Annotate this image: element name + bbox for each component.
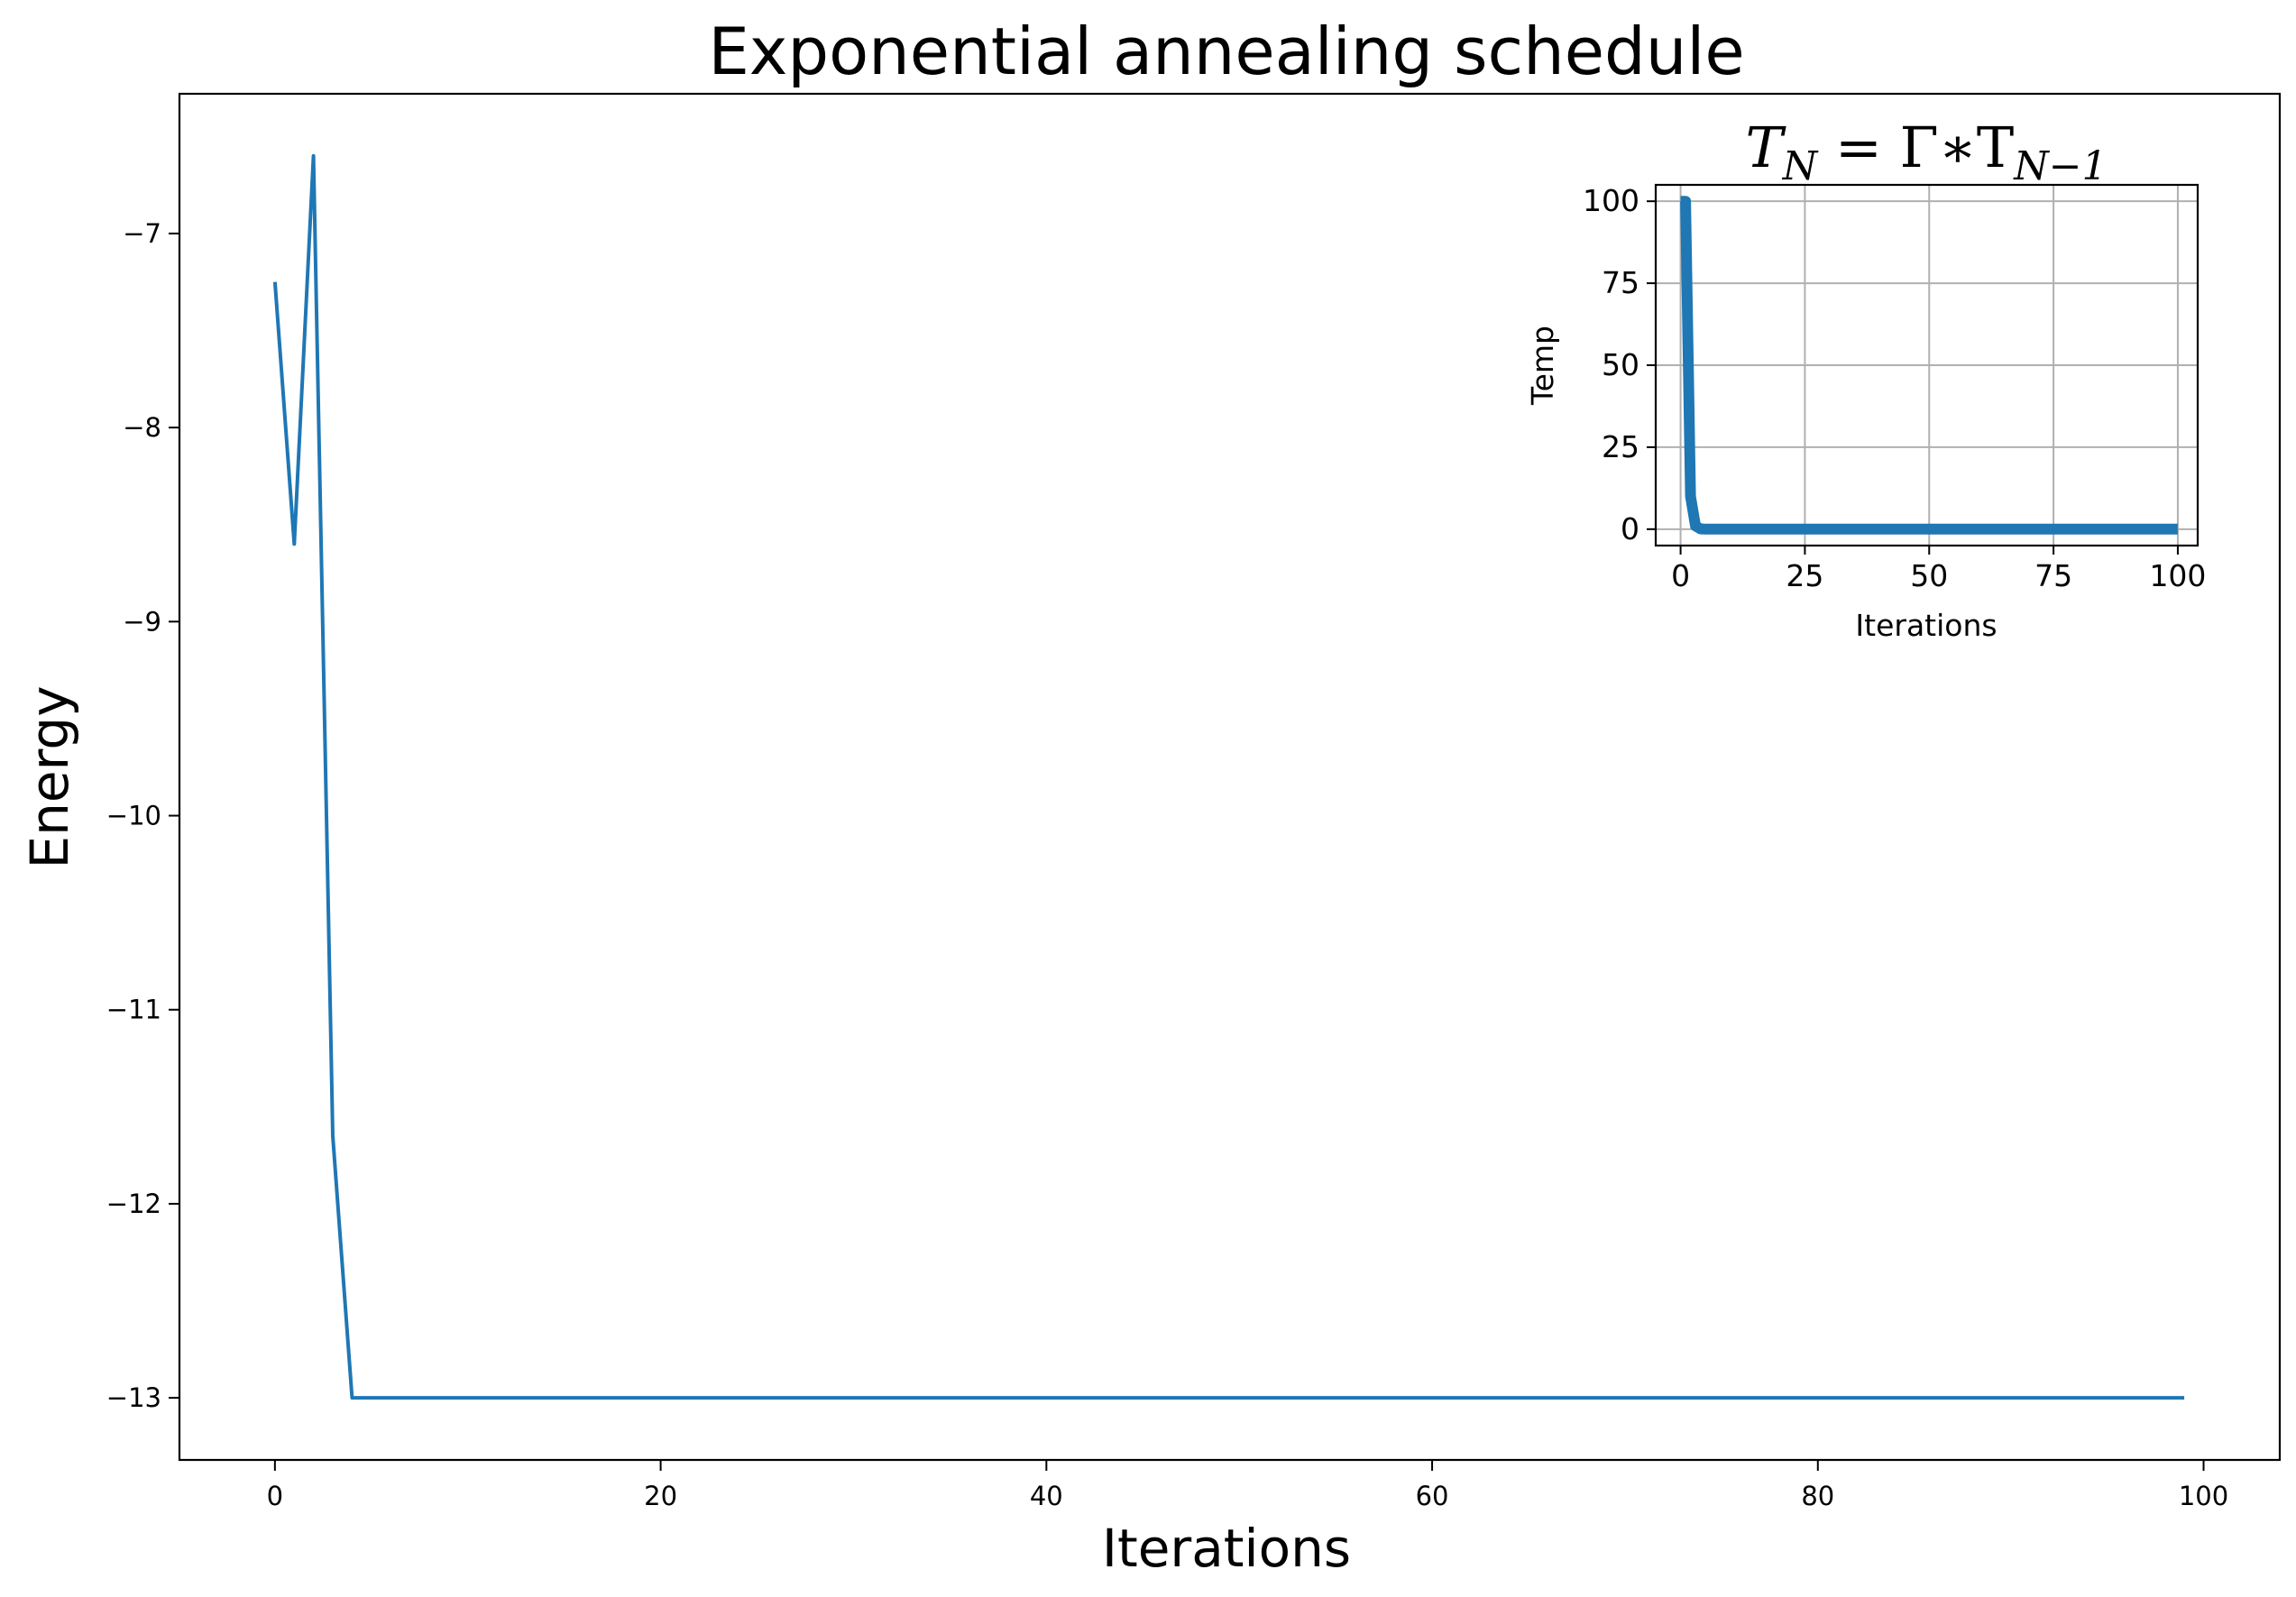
y-tick-label: −8 [123,412,161,443]
x-tick-label: 80 [1801,1481,1834,1511]
x-tick-label: 0 [267,1481,283,1511]
inset-y-tick-label: 50 [1602,347,1639,382]
y-axis-label: Energy [19,685,80,868]
energy-series-line [272,153,2185,1400]
x-tick-label: 100 [2179,1481,2228,1511]
inset-x-tick-label: 100 [2149,558,2206,593]
main-plot-area [272,153,2185,1400]
inset-plot-area [1680,196,2178,535]
inset-x-tick-label: 75 [2034,558,2072,593]
inset-x-tick-label: 0 [1671,558,1690,593]
y-tick-label: −9 [123,606,161,637]
inset-y-axis: 0 25 50 75 100 [1583,183,1656,546]
chart-title: Exponential annealing schedule [708,14,1744,89]
inset-y-tick-label: 75 [1602,265,1639,300]
inset-x-axis-label: Iterations [1855,608,1997,643]
inset-y-tick-label: 100 [1583,183,1639,218]
x-tick-label: 40 [1030,1481,1063,1511]
main-chart: Exponential annealing schedule 0 20 40 60 80… [19,14,2282,1579]
inset-x-tick-label: 50 [1910,558,1948,593]
y-tick-label: −7 [123,218,161,249]
y-tick-label: −13 [106,1382,161,1413]
inset-y-tick-label: 25 [1602,429,1639,464]
y-tick-label: −11 [106,995,161,1025]
main-axes-frame [178,92,2282,1462]
main-x-axis: 0 20 40 60 80 100 [267,1460,2228,1511]
y-tick-label: −12 [106,1189,161,1219]
x-tick-label: 20 [644,1481,677,1511]
x-axis-label: Iterations [1102,1518,1351,1579]
inset-chart: 0 25 50 75 100 0 25 50 75 100 TN = Γ∗TN−1 Iterat… [1525,115,2206,643]
inset-title: TN = Γ∗TN−1 [1745,115,2107,189]
y-tick-label: −10 [106,801,161,831]
inset-x-axis: 0 25 50 75 100 [1671,546,2206,593]
inset-x-tick-label: 25 [1786,558,1823,593]
main-y-axis: −13 −12 −11 −10 −9 −8 −7 [106,218,179,1413]
x-tick-label: 60 [1416,1481,1449,1511]
inset-y-tick-label: 0 [1621,511,1639,546]
inset-y-axis-label: Temp [1525,326,1560,406]
temperature-series-line [1680,196,2178,535]
